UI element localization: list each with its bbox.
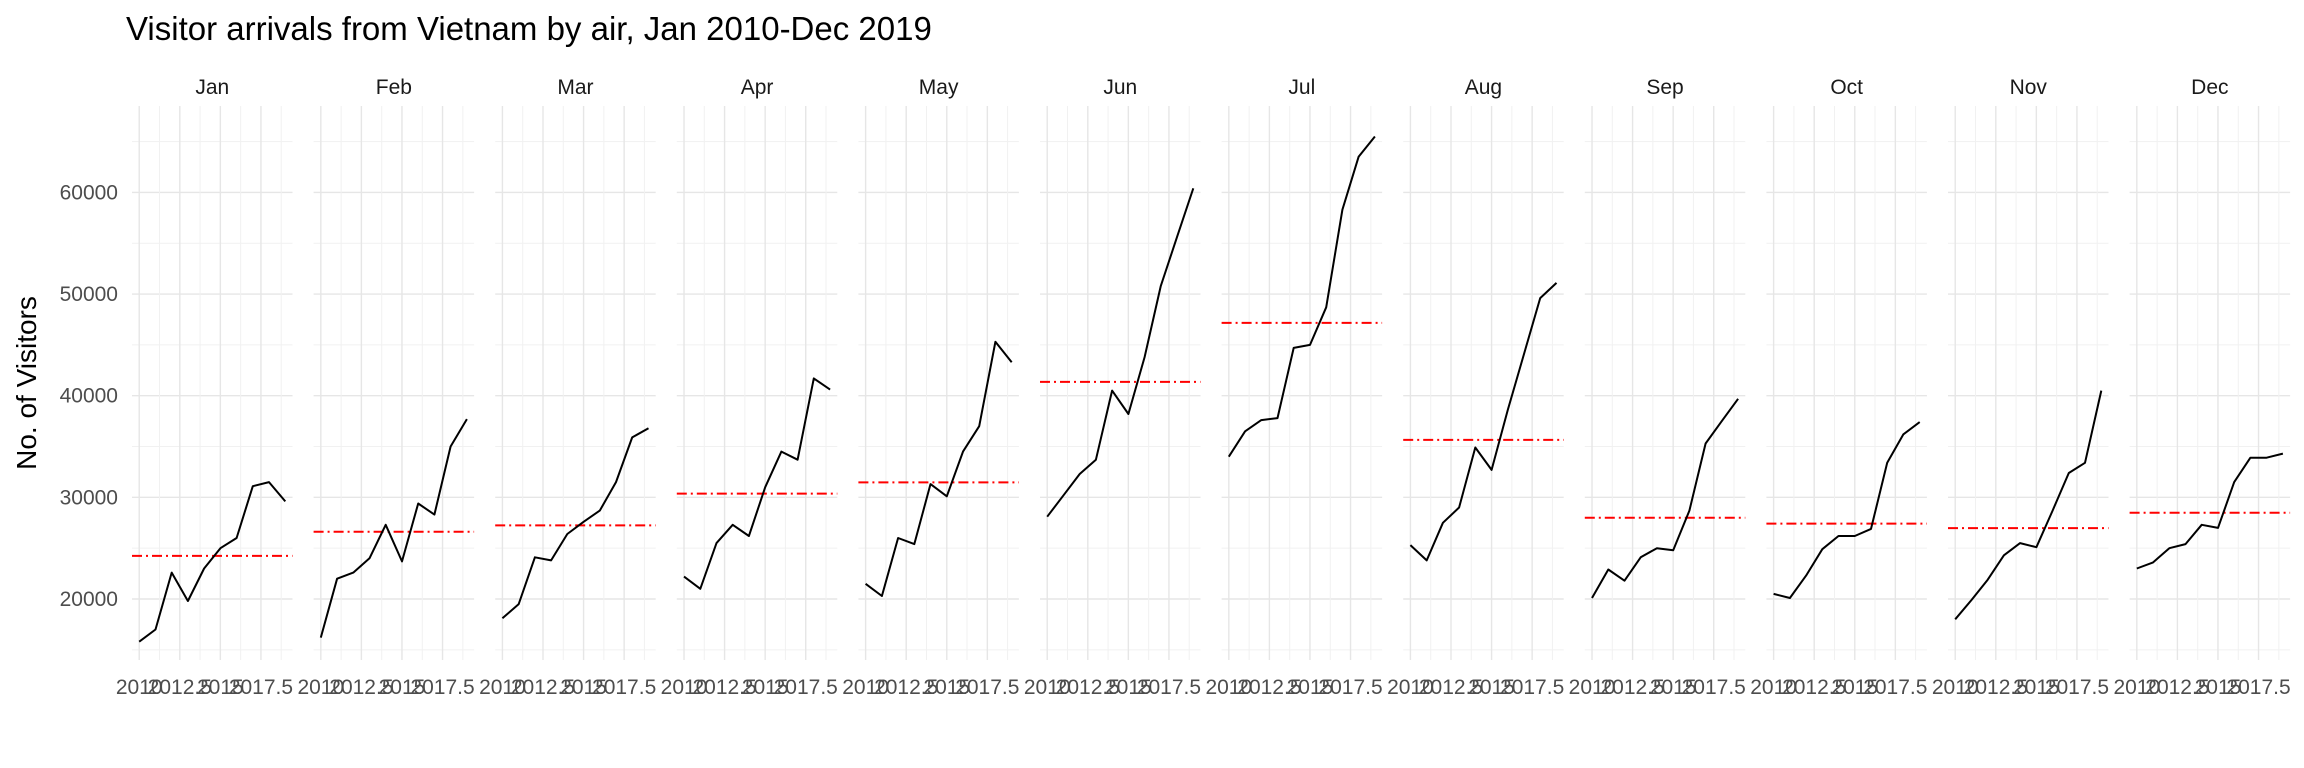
series-line-feb [319, 418, 468, 638]
series-line-aug [1409, 282, 1558, 562]
panel-label-nov: Nov [2010, 76, 2048, 99]
x-tick-label: 2015 [1468, 676, 1515, 699]
series-line-jul [1227, 135, 1376, 458]
x-tick-label: 2015 [2013, 676, 2060, 699]
x-tick-label: 2012.5 [692, 676, 756, 699]
panel-label-jun: Jun [1103, 76, 1137, 99]
x-tick-label: 2015 [560, 676, 607, 699]
x-tick-label: 2017.5 [592, 676, 656, 699]
y-tick-label: 50000 [60, 283, 118, 306]
x-tick-label: 2010 [2113, 676, 2160, 699]
chart-title: Visitor arrivals from Vietnam by air, Ja… [126, 10, 932, 47]
x-tick-label: 2012.5 [1782, 676, 1846, 699]
y-tick-label: 20000 [60, 588, 118, 611]
x-tick-label: 2015 [923, 676, 970, 699]
x-tick-label: 2010 [1750, 676, 1797, 699]
x-tick-label: 2010 [1932, 676, 1979, 699]
x-tick-label: 2015 [1105, 676, 1152, 699]
series-line-jun [1046, 187, 1195, 518]
x-tick-label: 2017.5 [410, 676, 474, 699]
x-tick-label: 2017.5 [229, 676, 293, 699]
x-tick-label: 2017.5 [955, 676, 1019, 699]
y-tick-label: 30000 [60, 486, 118, 509]
x-tick-label: 2012.5 [511, 676, 575, 699]
x-tick-label: 2015 [742, 676, 789, 699]
x-tick-label: 2010 [297, 676, 344, 699]
x-tick-label: 2010 [116, 676, 163, 699]
x-tick-label: 2010 [1024, 676, 1071, 699]
panel-label-jan: Jan [195, 76, 229, 99]
panel-label-oct: Oct [1830, 76, 1863, 99]
x-tick-label: 2012.5 [1964, 676, 2028, 699]
x-tick-label: 2010 [479, 676, 526, 699]
panel-label-aug: Aug [1465, 76, 1502, 99]
panel-label-may: May [919, 76, 959, 99]
series-line-mar [501, 427, 649, 620]
x-tick-label: 2017.5 [1500, 676, 1564, 699]
series-line-apr [683, 377, 831, 590]
x-tick-label: 2012.5 [2145, 676, 2209, 699]
x-tick-label: 2010 [1205, 676, 1252, 699]
panel-label-dec: Dec [2191, 76, 2228, 99]
x-tick-label: 2012.5 [329, 676, 393, 699]
series-line-may [865, 340, 1013, 597]
x-tick-label: 2017.5 [1863, 676, 1927, 699]
x-tick-label: 2012.5 [148, 676, 212, 699]
x-tick-label: 2017.5 [1137, 676, 1201, 699]
x-tick-label: 2015 [1287, 676, 1334, 699]
x-tick-label: 2012.5 [1237, 676, 1301, 699]
x-tick-label: 2012.5 [1600, 676, 1664, 699]
panel-label-mar: Mar [557, 76, 593, 99]
x-tick-label: 2012.5 [1419, 676, 1483, 699]
x-tick-label: 2015 [197, 676, 244, 699]
x-tick-label: 2017.5 [774, 676, 838, 699]
panel-label-apr: Apr [741, 76, 774, 99]
x-tick-label: 2010 [842, 676, 889, 699]
y-tick-label: 40000 [60, 385, 118, 408]
x-tick-label: 2015 [2195, 676, 2242, 699]
x-tick-label: 2010 [1387, 676, 1434, 699]
x-tick-label: 2015 [379, 676, 426, 699]
series-line-nov [1954, 390, 2103, 620]
x-tick-label: 2017.5 [2226, 676, 2290, 699]
panel-label-feb: Feb [376, 76, 412, 99]
x-tick-label: 2017.5 [1682, 676, 1746, 699]
x-tick-label: 2017.5 [1318, 676, 1382, 699]
series-line-oct [1773, 421, 1921, 599]
x-tick-label: 2010 [661, 676, 708, 699]
x-tick-label: 2017.5 [2045, 676, 2109, 699]
series-line-jan [138, 481, 287, 643]
y-axis-title: No. of Visitors [11, 296, 42, 470]
x-tick-label: 2015 [1650, 676, 1697, 699]
series-line-dec [2136, 452, 2284, 570]
x-tick-label: 2015 [1831, 676, 1878, 699]
x-tick-label: 2010 [1569, 676, 1616, 699]
panel-label-sep: Sep [1646, 76, 1683, 99]
x-tick-label: 2012.5 [1056, 676, 1120, 699]
y-tick-label: 60000 [60, 181, 118, 204]
x-tick-label: 2012.5 [874, 676, 938, 699]
panel-label-jul: Jul [1288, 76, 1315, 99]
series-line-sep [1591, 398, 1739, 599]
